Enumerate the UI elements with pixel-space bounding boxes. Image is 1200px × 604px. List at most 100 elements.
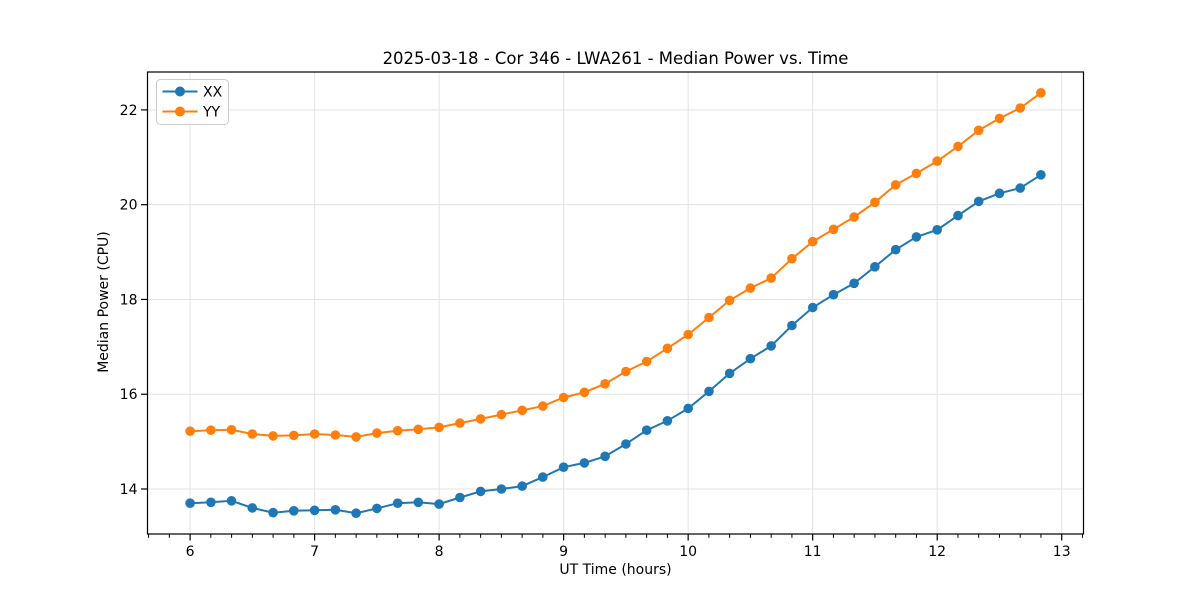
x-tick-label: 8 — [435, 544, 444, 560]
y-tick-label: 16 — [120, 387, 138, 403]
legend: XX YY — [156, 79, 229, 125]
series-xx-point — [828, 289, 839, 300]
series-yy-point — [517, 405, 527, 416]
x-tick-label: 12 — [928, 544, 946, 560]
series-yy-line — [190, 91, 1042, 438]
series-xx-point — [766, 341, 776, 351]
series-xx-point — [621, 439, 631, 449]
x-axis-label: UT Time (hours) — [559, 562, 671, 578]
series-yy-point — [413, 424, 424, 435]
series-xx-point — [455, 492, 465, 503]
series-xx-line — [190, 173, 1042, 515]
series-xx-point — [372, 503, 382, 514]
series-xx-point — [1036, 170, 1046, 180]
series-yy-point — [849, 212, 859, 222]
y-tick-label: 18 — [120, 292, 138, 308]
series-yy-point — [953, 141, 963, 152]
series-yy-point — [309, 429, 320, 439]
x-tick-label: 13 — [1053, 544, 1071, 560]
series-yy-point — [828, 224, 839, 235]
series-yy-point — [745, 283, 756, 293]
series-yy-point — [807, 236, 818, 247]
series-xx-point — [330, 505, 341, 515]
series-yy-point — [766, 273, 776, 283]
series-yy-point — [434, 422, 444, 433]
x-tick-label: 11 — [804, 544, 822, 560]
series-xx-point — [953, 210, 963, 221]
series-yy-point — [226, 425, 237, 435]
series-xx-point — [600, 451, 610, 462]
series-yy-point — [641, 356, 652, 367]
series-layer — [185, 88, 1046, 518]
series-yy-point — [890, 180, 901, 190]
series-yy-point — [268, 431, 278, 441]
series-yy-point — [475, 414, 486, 424]
axes-layer — [146, 71, 1085, 535]
series-xx-point — [932, 225, 942, 235]
series-xx-point — [704, 386, 714, 397]
legend-marker-yy — [175, 106, 185, 117]
series-yy-point — [351, 432, 361, 442]
series-yy-point — [683, 329, 693, 340]
series-yy-point — [185, 426, 195, 437]
series-xx-point — [641, 425, 652, 436]
series-yy-point — [579, 387, 590, 398]
series-xx-point — [247, 503, 258, 513]
series-xx-point — [807, 302, 818, 313]
series-yy-point — [496, 409, 507, 420]
y-tick-label: 14 — [120, 482, 138, 498]
x-tick-label: 10 — [679, 544, 697, 560]
series-xx-point — [289, 506, 299, 516]
series-xx-point — [973, 196, 984, 207]
chart-title: 2025-03-18 - Cor 346 - LWA261 - Median P… — [383, 49, 849, 68]
series-xx-point — [517, 481, 527, 491]
x-tick-label: 7 — [310, 544, 319, 560]
series-xx-point — [994, 188, 1005, 199]
x-tick-label: 6 — [186, 544, 195, 560]
series-yy-point — [372, 428, 382, 438]
series-xx-point — [268, 507, 278, 518]
tick-layer: 6 7 8 9 10 11 12 13 14 16 18 20 22 — [120, 103, 1083, 560]
series-yy-point — [1036, 88, 1046, 98]
series-xx-point — [351, 508, 361, 518]
legend-label-xx: XX — [203, 85, 223, 101]
series-yy-point — [994, 113, 1005, 124]
series-xx-point — [185, 498, 195, 509]
series-xx-point — [579, 458, 590, 468]
series-xx-point — [206, 497, 216, 508]
series-xx-point — [662, 416, 673, 426]
series-yy-point — [911, 168, 922, 179]
series-yy-point — [932, 156, 942, 166]
series-xx-point — [683, 403, 693, 414]
series-xx-point — [745, 353, 756, 364]
series-xx-point — [309, 505, 320, 516]
series-xx-point — [538, 472, 548, 482]
series-xx-point — [890, 244, 901, 255]
series-yy-point — [330, 430, 341, 440]
series-xx-point — [392, 498, 403, 509]
series-yy-point — [704, 312, 714, 323]
series-yy-point — [455, 418, 465, 428]
series-xx-point — [724, 368, 735, 379]
series-xx-point — [413, 497, 424, 508]
plot-frame — [146, 71, 1085, 535]
series-yy-point — [621, 366, 631, 377]
series-yy-point — [662, 343, 673, 354]
series-yy-point — [870, 197, 880, 208]
series-xx-point — [496, 484, 507, 494]
series-yy-point — [1015, 103, 1025, 113]
series-yy-point — [206, 425, 216, 436]
series-yy-point — [289, 430, 299, 441]
x-tick-label: 9 — [559, 544, 568, 560]
y-tick-label: 20 — [120, 198, 138, 214]
series-xx-point — [870, 262, 880, 272]
series-xx-point — [226, 496, 237, 506]
series-yy-point — [392, 425, 403, 436]
series-yy-point — [724, 295, 735, 306]
series-yy-point — [787, 253, 797, 264]
series-yy-point — [558, 392, 569, 403]
series-yy-point — [538, 401, 548, 411]
legend-marker-xx — [175, 86, 185, 97]
